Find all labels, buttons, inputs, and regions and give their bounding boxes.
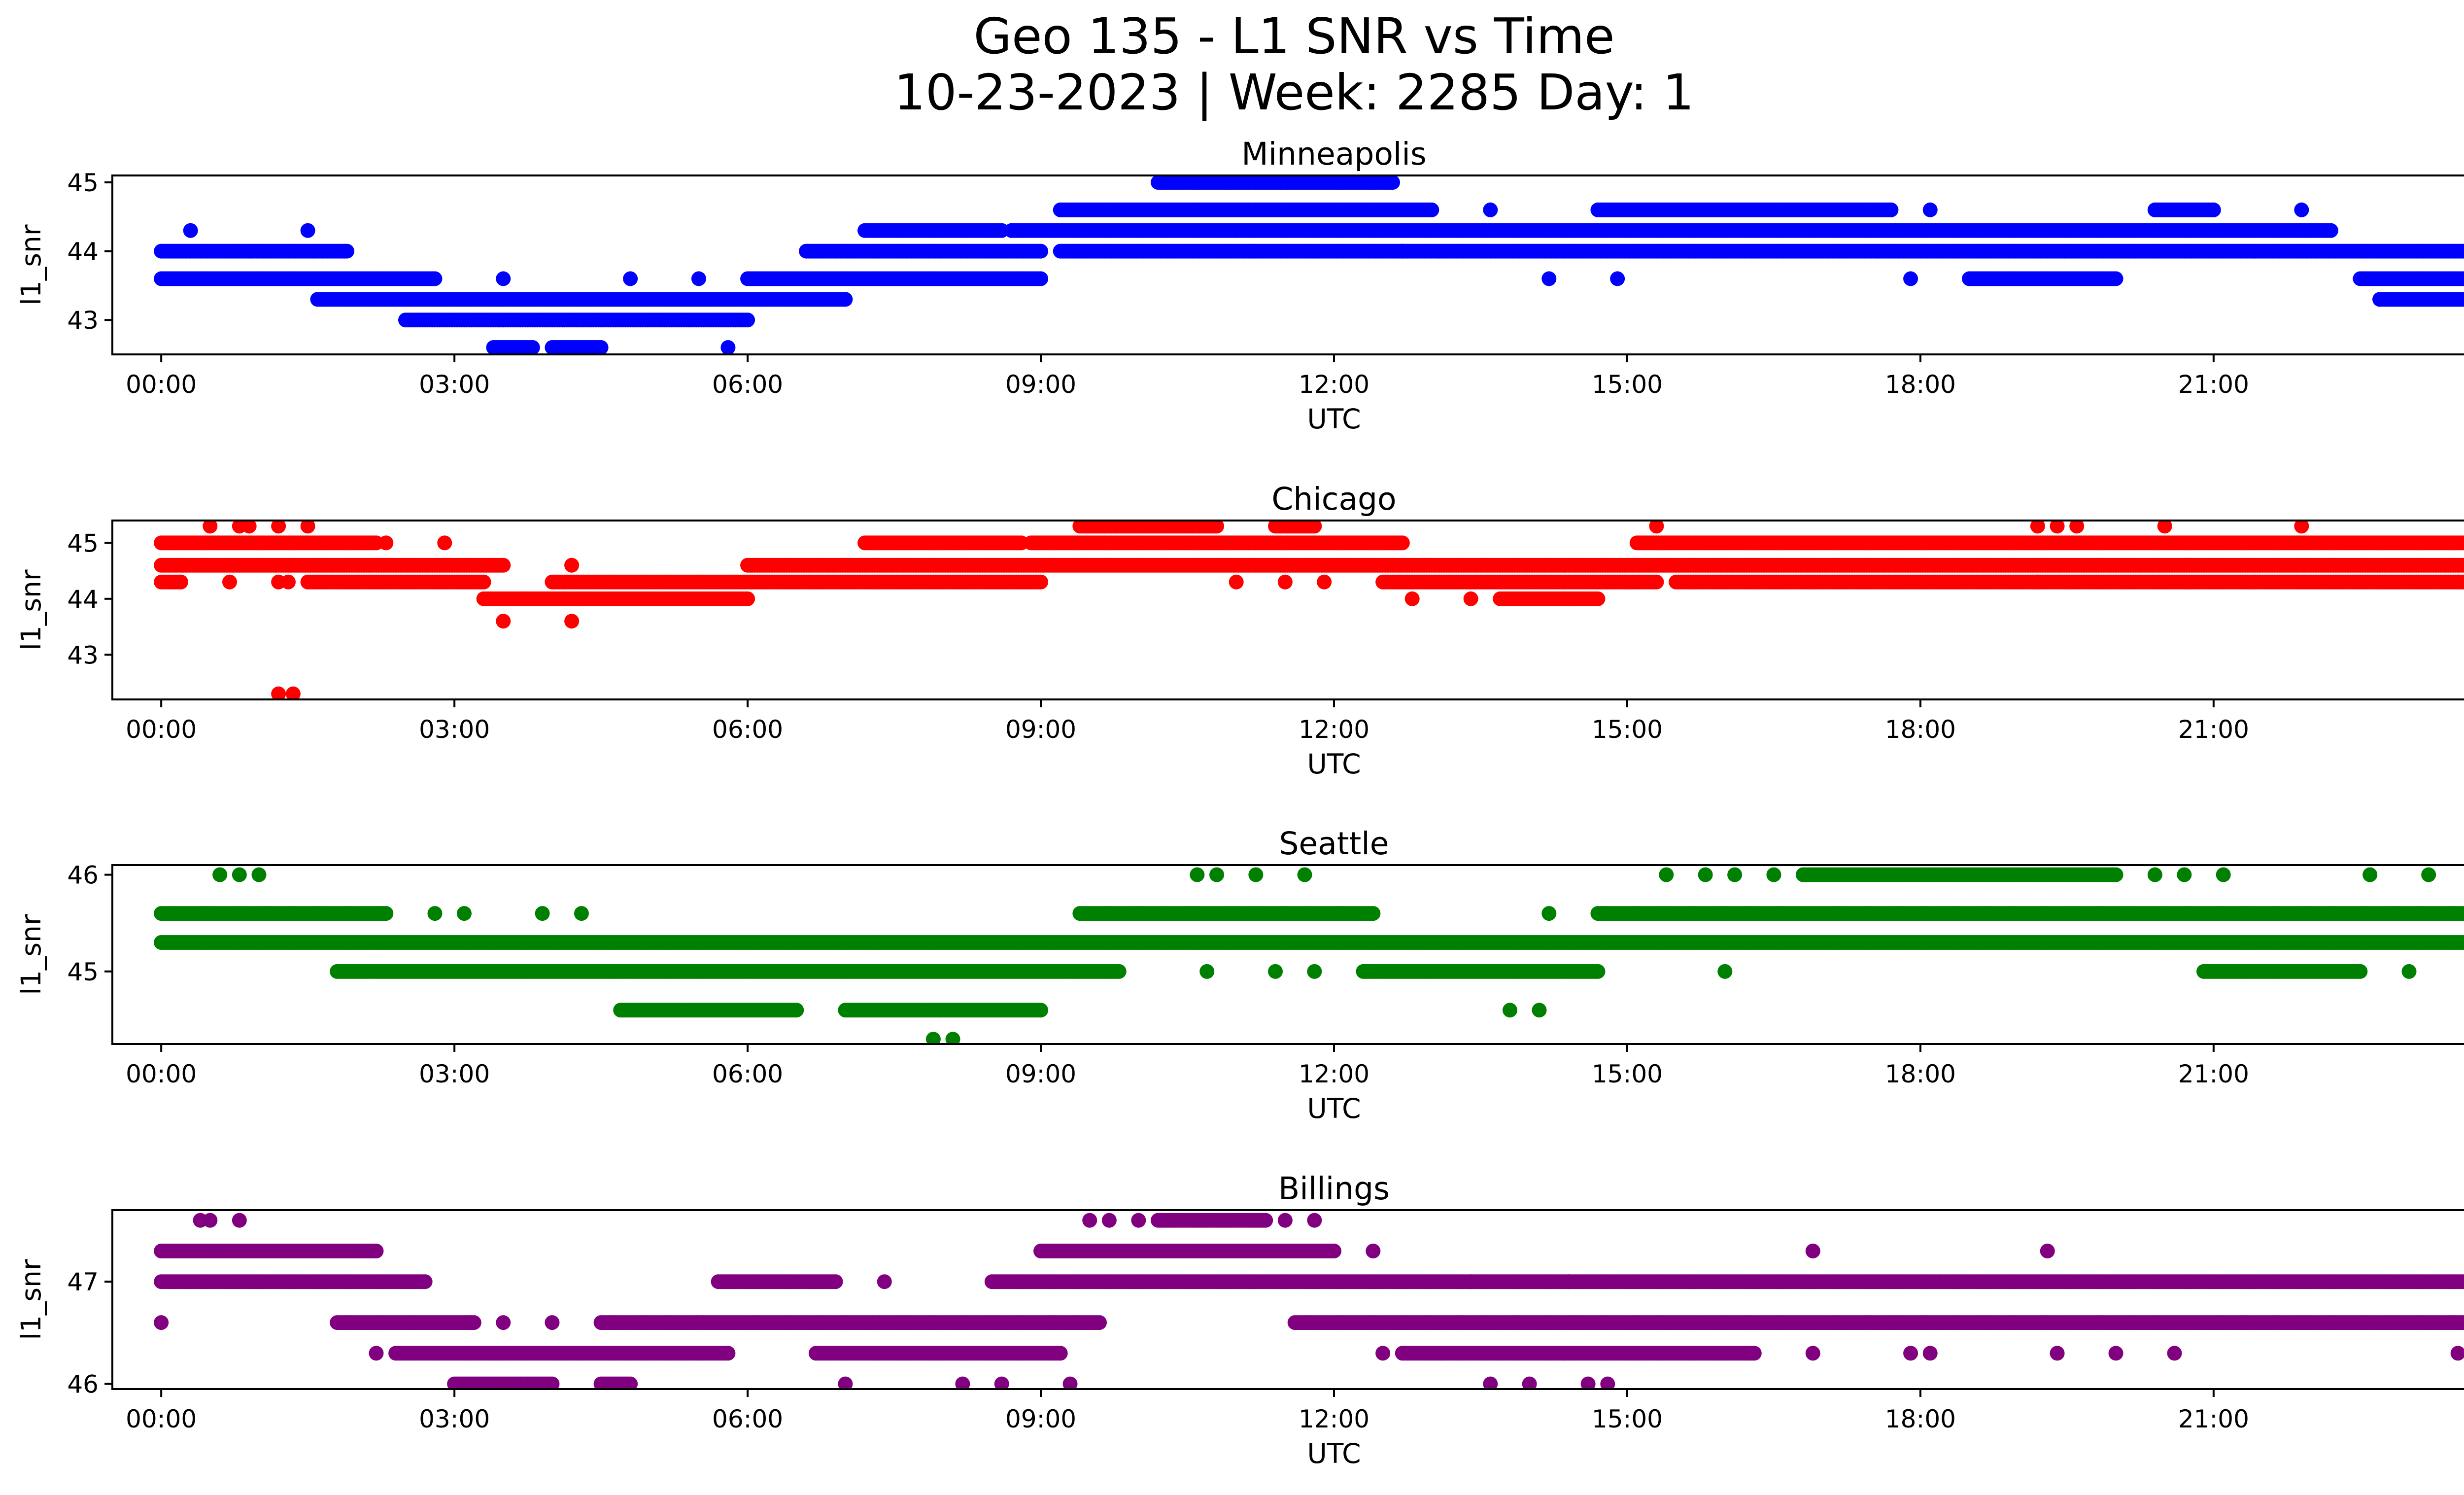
data-point (1395, 243, 1410, 259)
x-tick-label: 21:00 (2178, 370, 2249, 399)
data-point (1229, 223, 1244, 238)
y-axis-label: l1_snr (15, 224, 47, 305)
data-point (525, 340, 540, 354)
data-point (300, 223, 315, 238)
subplot-title: Minneapolis (1241, 136, 1426, 172)
data-point (2463, 561, 2464, 570)
data-point (2463, 275, 2464, 283)
x-tick-label: 18:00 (1885, 370, 1956, 399)
data-point (2108, 271, 2123, 286)
data-point (2460, 272, 2464, 285)
data-point (2460, 558, 2464, 572)
data-point (183, 223, 198, 238)
y-tick-label: 43 (67, 306, 99, 335)
data-point (2463, 247, 2464, 255)
data-point (2463, 295, 2464, 304)
x-tick-label: 03:00 (419, 370, 490, 399)
data-point (1033, 243, 1049, 259)
data-point (1424, 202, 1439, 217)
data-point (339, 243, 354, 259)
x-tick-label: 00:00 (126, 370, 197, 399)
data-point (2460, 244, 2464, 258)
data-point (1649, 574, 1664, 590)
data-point (623, 271, 638, 286)
data-point (691, 271, 706, 286)
data-point (593, 340, 609, 354)
data-point (740, 313, 755, 328)
y-tick-label: 44 (67, 238, 99, 266)
data-point (2460, 293, 2464, 306)
data-point (1033, 574, 1049, 590)
subplots: Minneapolis 00:00 03:00 06:00 09:00 12:00 15:0… (15, 136, 2464, 1469)
data-point (740, 591, 755, 606)
data-points (154, 521, 2464, 699)
data-points (154, 175, 2464, 354)
y-tick-label: 45 (67, 169, 99, 197)
data-point (1385, 175, 1400, 190)
x-tick-label: 06:00 (712, 370, 783, 399)
data-point (1610, 271, 1625, 286)
data-point (2463, 539, 2464, 547)
subplot-minneapolis: Minneapolis 00:00 03:00 06:00 09:00 12:00 15:0… (15, 136, 2464, 435)
data-point (496, 557, 511, 573)
data-point (1541, 271, 1557, 286)
data-point (2294, 202, 2309, 217)
data-point (2323, 223, 2338, 238)
subplot-title: Chicago (1271, 481, 1396, 517)
data-point (720, 340, 736, 354)
data-point (1922, 202, 1938, 217)
data-point (2206, 202, 2221, 217)
data-point (1883, 202, 1899, 217)
data-point (427, 271, 443, 286)
figure-title-line2: 10-23-2023 | Week: 2285 Day: 1 (894, 64, 1694, 121)
data-point (496, 271, 511, 286)
data-point (1395, 535, 1410, 551)
x-tick-label: 12:00 (1299, 370, 1369, 399)
x-tick-label: 15:00 (1592, 370, 1663, 399)
x-axis-label: UTC (1307, 403, 1361, 435)
data-point (476, 574, 491, 590)
data-point (1483, 202, 1498, 217)
data-point (1903, 271, 1918, 286)
data-point (2460, 536, 2464, 550)
data-point (838, 292, 853, 307)
axes-frame (111, 174, 2464, 355)
figure-title-line1: Geo 135 - L1 SNR vs Time (974, 7, 1615, 65)
x-tick-label: 09:00 (1005, 370, 1076, 399)
data-point (1033, 271, 1049, 286)
